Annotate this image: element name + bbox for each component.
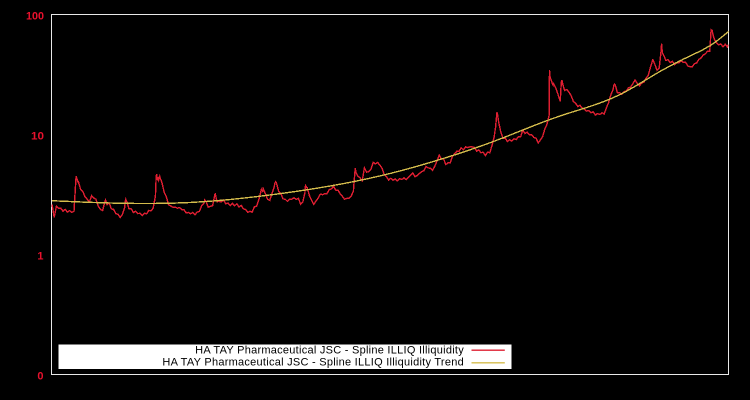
svg-text:HA TAY Pharmaceutical JSC - Sp: HA TAY Pharmaceutical JSC - Spline ILLIQ… (162, 357, 464, 369)
svg-text:100: 100 (26, 10, 44, 22)
svg-text:1: 1 (37, 250, 43, 262)
svg-text:HA TAY Pharmaceutical JSC - Sp: HA TAY Pharmaceutical JSC - Spline ILLIQ… (195, 344, 464, 356)
svg-text:10: 10 (31, 130, 44, 142)
svg-text:0: 0 (37, 370, 43, 382)
